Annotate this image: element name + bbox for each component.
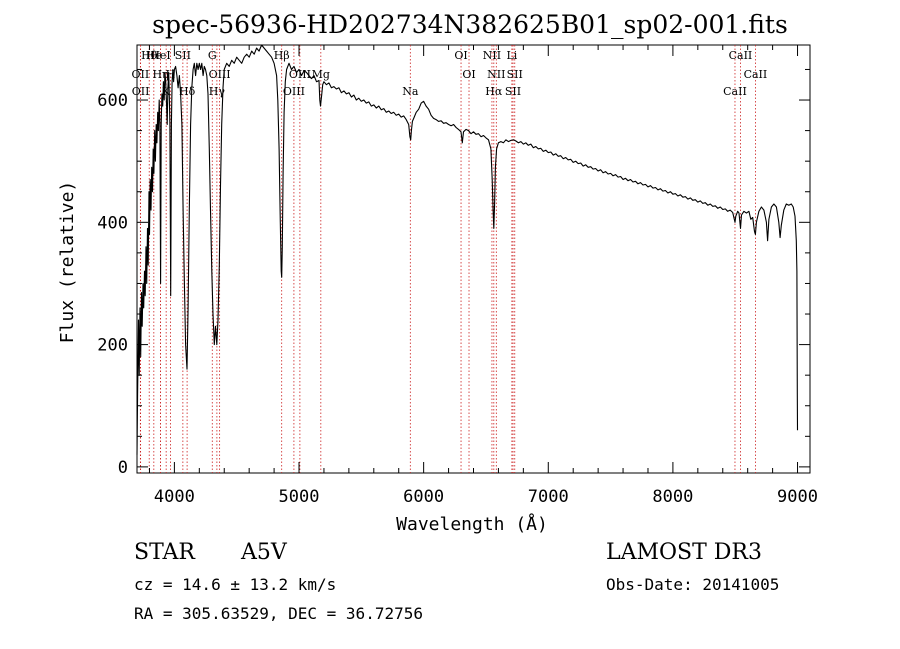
y-axis-label: Flux (relative) bbox=[57, 181, 78, 344]
line-marker-label-group: HθOIIOIIHeHηKHeIHHδSIIOIIIHγGOIIIOIIIHβM… bbox=[132, 49, 768, 98]
line-marker-label: OI bbox=[454, 49, 467, 62]
object-subclass: A5V bbox=[241, 540, 287, 565]
chart-title: spec-56936-HD202734N382625B01_sp02-001.f… bbox=[152, 10, 788, 39]
observation-date: Obs-Date: 20141005 bbox=[606, 575, 780, 594]
spectrum-line bbox=[136, 44, 799, 455]
line-marker-label: Li bbox=[506, 49, 517, 62]
line-marker-label: NII bbox=[483, 49, 501, 62]
line-marker-label: CaII bbox=[744, 68, 768, 81]
x-tick-label: 9000 bbox=[777, 487, 818, 507]
line-marker-label: NII bbox=[487, 68, 505, 81]
line-marker-label: Hβ bbox=[274, 49, 290, 62]
coordinates-readout: RA = 305.63529, DEC = 36.72756 bbox=[134, 604, 423, 623]
line-marker-label: SII bbox=[507, 68, 523, 81]
line-marker-label: G bbox=[208, 49, 217, 62]
line-marker-label: Hα bbox=[485, 85, 503, 98]
x-tick-label: 4000 bbox=[154, 487, 195, 507]
line-marker-label: HeI bbox=[150, 49, 170, 62]
survey-label: LAMOST DR3 bbox=[606, 540, 762, 565]
y-tick-label: 400 bbox=[97, 213, 128, 233]
line-marker-label: Hδ bbox=[179, 85, 196, 98]
line-marker-label: CaII bbox=[729, 49, 753, 62]
y-tick-label-group: 0 200 400 600 bbox=[97, 91, 128, 478]
x-tick-label: 6000 bbox=[403, 487, 444, 507]
line-marker-label: SII bbox=[175, 49, 191, 62]
line-marker-label: CaII bbox=[723, 85, 747, 98]
x-tick-label: 8000 bbox=[652, 487, 693, 507]
line-marker-label: SII bbox=[505, 85, 521, 98]
x-tick-label: 7000 bbox=[528, 487, 569, 507]
line-marker-label: Hγ bbox=[209, 85, 226, 98]
line-marker-label: Na bbox=[402, 85, 419, 98]
line-marker-label: OII bbox=[132, 68, 150, 81]
line-marker-label: Hθ bbox=[141, 49, 158, 62]
x-tick-label: 5000 bbox=[279, 487, 320, 507]
x-axis-label: Wavelength (Å) bbox=[396, 513, 548, 535]
line-marker-label: OII bbox=[132, 85, 150, 98]
line-marker-label: He bbox=[146, 49, 162, 62]
y-tick-label: 0 bbox=[118, 458, 128, 478]
plot-frame bbox=[136, 44, 811, 474]
redshift-readout: cz = 14.6 ± 13.2 km/s bbox=[134, 575, 337, 594]
line-marker-label: OIII bbox=[209, 68, 231, 81]
line-marker-label: OIII bbox=[283, 85, 305, 98]
axis-ticks bbox=[137, 45, 810, 473]
object-class: STAR bbox=[134, 540, 195, 565]
x-tick-label-group: 4000 5000 6000 7000 8000 9000 bbox=[154, 487, 818, 507]
y-tick-label: 600 bbox=[97, 91, 128, 111]
line-marker-label: Mg bbox=[312, 68, 330, 81]
line-marker-group bbox=[139, 45, 756, 473]
line-marker-label: H bbox=[166, 68, 176, 81]
y-tick-label: 200 bbox=[97, 336, 128, 356]
line-marker-label: OI bbox=[462, 68, 475, 81]
